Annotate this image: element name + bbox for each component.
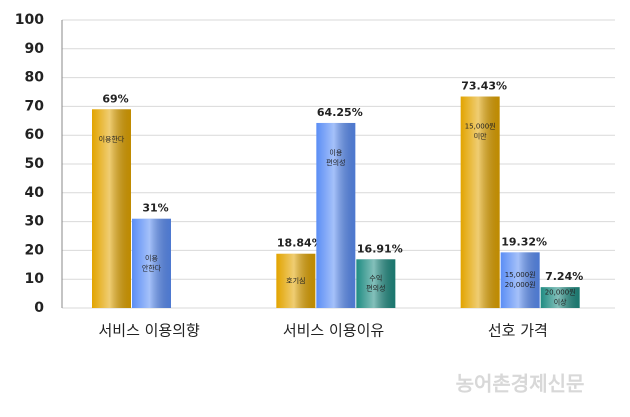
- x-tick-label: 서비스 이용의향: [98, 322, 200, 340]
- bar-shine: [540, 287, 580, 308]
- value-label: 18.84%: [277, 237, 323, 250]
- bar-shine: [92, 109, 131, 308]
- bar-label: 미만: [474, 132, 487, 141]
- y-tick-label: 50: [25, 156, 45, 172]
- bar-label: 15,000원: [465, 122, 496, 131]
- bar-shine: [316, 122, 356, 309]
- bar-label: 편의성: [366, 284, 385, 293]
- y-tick-label: 60: [25, 127, 45, 143]
- y-tick-label: 30: [25, 214, 45, 230]
- y-tick-label: 10: [25, 271, 45, 287]
- x-tick-label: 선호 가격: [488, 322, 548, 340]
- bar-label: 이용한다: [99, 134, 125, 143]
- bar-label: 20,000원: [545, 288, 576, 297]
- value-label: 64.25%: [317, 106, 363, 119]
- bar-label: 수익: [369, 275, 382, 283]
- y-tick-label: 100: [15, 12, 44, 28]
- value-label: 7.24%: [545, 270, 583, 283]
- bar-label: 안한다: [142, 263, 162, 272]
- value-label: 19.32%: [501, 235, 547, 248]
- bar-shine: [460, 96, 500, 308]
- bar-label: 호기심: [286, 276, 305, 285]
- bar-shine: [356, 259, 396, 308]
- x-tick-label: 서비스 이용이유: [283, 322, 385, 340]
- bar-shine: [276, 253, 316, 308]
- watermark: 농어촌경제신문: [456, 372, 585, 396]
- value-label: 16.91%: [357, 242, 403, 255]
- y-tick-label: 40: [25, 185, 45, 201]
- y-tick-label: 20: [25, 242, 45, 258]
- y-tick-label: 90: [25, 41, 45, 57]
- y-tick-label: 70: [25, 98, 45, 114]
- bar-shine: [132, 218, 171, 308]
- y-tick-label: 0: [34, 300, 44, 316]
- y-tick-label: 80: [25, 70, 45, 86]
- bar-label: 이상: [554, 298, 567, 307]
- bar-shine: [500, 252, 540, 308]
- value-label: 69%: [102, 92, 128, 105]
- bar-label: 이용: [145, 253, 158, 262]
- value-label: 73.43%: [461, 80, 507, 93]
- bar-label: 20,000원: [505, 280, 536, 289]
- bar-label: 15,000원: [505, 270, 536, 279]
- bar-label: 이용: [329, 148, 342, 157]
- bar-label: 편의성: [326, 158, 345, 167]
- value-label: 31%: [142, 202, 168, 215]
